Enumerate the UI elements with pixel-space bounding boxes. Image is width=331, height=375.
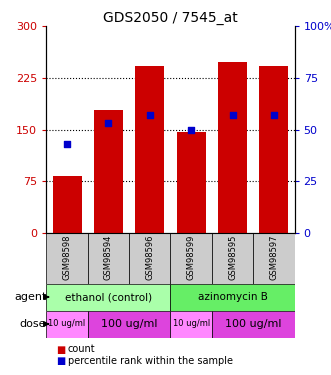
Text: azinomycin B: azinomycin B	[198, 292, 267, 302]
Point	[106, 120, 111, 126]
Point	[189, 126, 194, 132]
Text: dose: dose	[20, 319, 46, 329]
Text: percentile rank within the sample: percentile rank within the sample	[68, 356, 233, 366]
Text: agent: agent	[14, 292, 46, 302]
Text: 100 ug/ml: 100 ug/ml	[225, 319, 281, 329]
Bar	[253, 233, 295, 284]
Text: GSM98596: GSM98596	[145, 234, 154, 280]
Bar	[170, 284, 295, 310]
Bar	[135, 66, 164, 233]
Text: 10 ug/ml: 10 ug/ml	[48, 320, 86, 328]
Text: 100 ug/ml: 100 ug/ml	[101, 319, 157, 329]
Bar	[218, 62, 247, 233]
Text: ethanol (control): ethanol (control)	[65, 292, 152, 302]
Bar	[170, 310, 212, 338]
Text: GSM98598: GSM98598	[63, 234, 71, 280]
Point	[230, 112, 235, 118]
Bar	[177, 132, 206, 233]
Bar	[46, 310, 88, 338]
Bar	[94, 110, 123, 233]
Point	[147, 112, 152, 118]
Bar	[129, 233, 170, 284]
Bar	[53, 176, 81, 233]
Bar	[260, 66, 288, 233]
Text: ■: ■	[56, 345, 66, 354]
Text: 10 ug/ml: 10 ug/ml	[172, 320, 210, 328]
Text: GSM98594: GSM98594	[104, 234, 113, 280]
Bar	[46, 233, 88, 284]
Text: GSM98597: GSM98597	[269, 234, 278, 280]
Bar	[88, 310, 170, 338]
Text: GSM98595: GSM98595	[228, 234, 237, 280]
Bar	[212, 233, 253, 284]
Bar	[88, 233, 129, 284]
Bar	[170, 233, 212, 284]
Title: GDS2050 / 7545_at: GDS2050 / 7545_at	[103, 11, 238, 25]
Text: count: count	[68, 345, 95, 354]
Bar	[212, 310, 295, 338]
Point	[271, 112, 277, 118]
Point	[64, 141, 70, 147]
Text: ■: ■	[56, 356, 66, 366]
Bar	[46, 284, 170, 310]
Text: GSM98599: GSM98599	[187, 234, 196, 280]
